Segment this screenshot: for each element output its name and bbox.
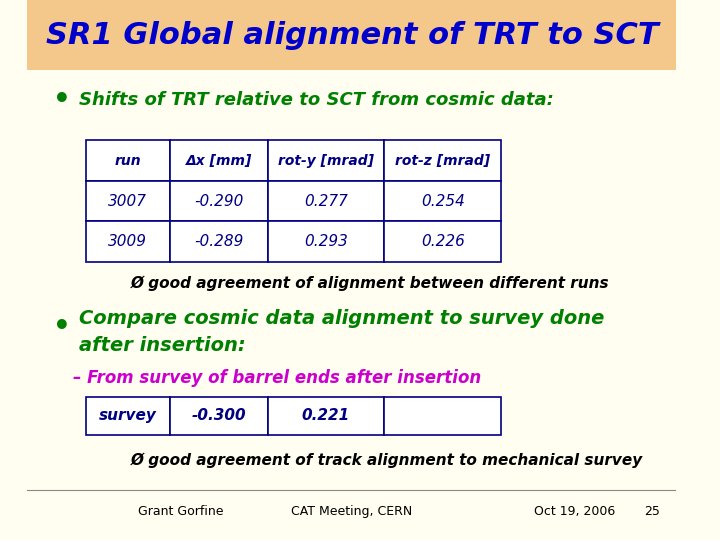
Bar <box>268 397 384 435</box>
Text: -0.300: -0.300 <box>192 408 246 423</box>
Text: Oct 19, 2006: Oct 19, 2006 <box>534 505 615 518</box>
Text: 25: 25 <box>644 505 660 518</box>
Text: •: • <box>53 86 71 114</box>
Bar <box>86 181 170 221</box>
Bar <box>170 397 268 435</box>
Text: rot-z [mrad]: rot-z [mrad] <box>395 154 490 167</box>
Bar <box>384 397 501 435</box>
Bar <box>384 181 501 221</box>
Bar <box>384 221 501 262</box>
Text: 0.277: 0.277 <box>304 194 348 208</box>
Text: survey: survey <box>99 408 157 423</box>
Text: 3007: 3007 <box>109 194 148 208</box>
Text: •: • <box>53 313 71 341</box>
Text: Δx [mm]: Δx [mm] <box>186 154 252 167</box>
Bar <box>86 221 170 262</box>
Text: SR1 Global alignment of TRT to SCT: SR1 Global alignment of TRT to SCT <box>45 21 658 50</box>
Text: 0.254: 0.254 <box>420 194 464 208</box>
Text: 0.221: 0.221 <box>302 408 350 423</box>
Text: 0.226: 0.226 <box>420 234 464 249</box>
Text: 0.293: 0.293 <box>304 234 348 249</box>
Text: run: run <box>114 154 141 167</box>
Text: Ø good agreement of track alignment to mechanical survey: Ø good agreement of track alignment to m… <box>131 453 644 468</box>
Bar <box>268 140 384 181</box>
Text: 3009: 3009 <box>109 234 148 249</box>
Text: Compare cosmic data alignment to survey done: Compare cosmic data alignment to survey … <box>79 309 605 328</box>
Text: -0.289: -0.289 <box>194 234 243 249</box>
Text: -0.290: -0.290 <box>194 194 243 208</box>
Bar <box>170 221 268 262</box>
Bar <box>268 181 384 221</box>
Text: Shifts of TRT relative to SCT from cosmic data:: Shifts of TRT relative to SCT from cosmi… <box>79 91 554 109</box>
Bar <box>170 181 268 221</box>
Text: rot-y [mrad]: rot-y [mrad] <box>278 154 374 167</box>
Text: Ø good agreement of alignment between different runs: Ø good agreement of alignment between di… <box>131 276 610 291</box>
Text: after insertion:: after insertion: <box>79 336 246 355</box>
Bar <box>384 140 501 181</box>
Bar <box>170 140 268 181</box>
Text: CAT Meeting, CERN: CAT Meeting, CERN <box>292 505 413 518</box>
Text: Grant Gorfine: Grant Gorfine <box>138 505 223 518</box>
Bar <box>86 140 170 181</box>
Bar <box>27 0 677 70</box>
Bar <box>86 397 170 435</box>
Text: – From survey of barrel ends after insertion: – From survey of barrel ends after inser… <box>73 369 481 387</box>
Bar <box>268 221 384 262</box>
